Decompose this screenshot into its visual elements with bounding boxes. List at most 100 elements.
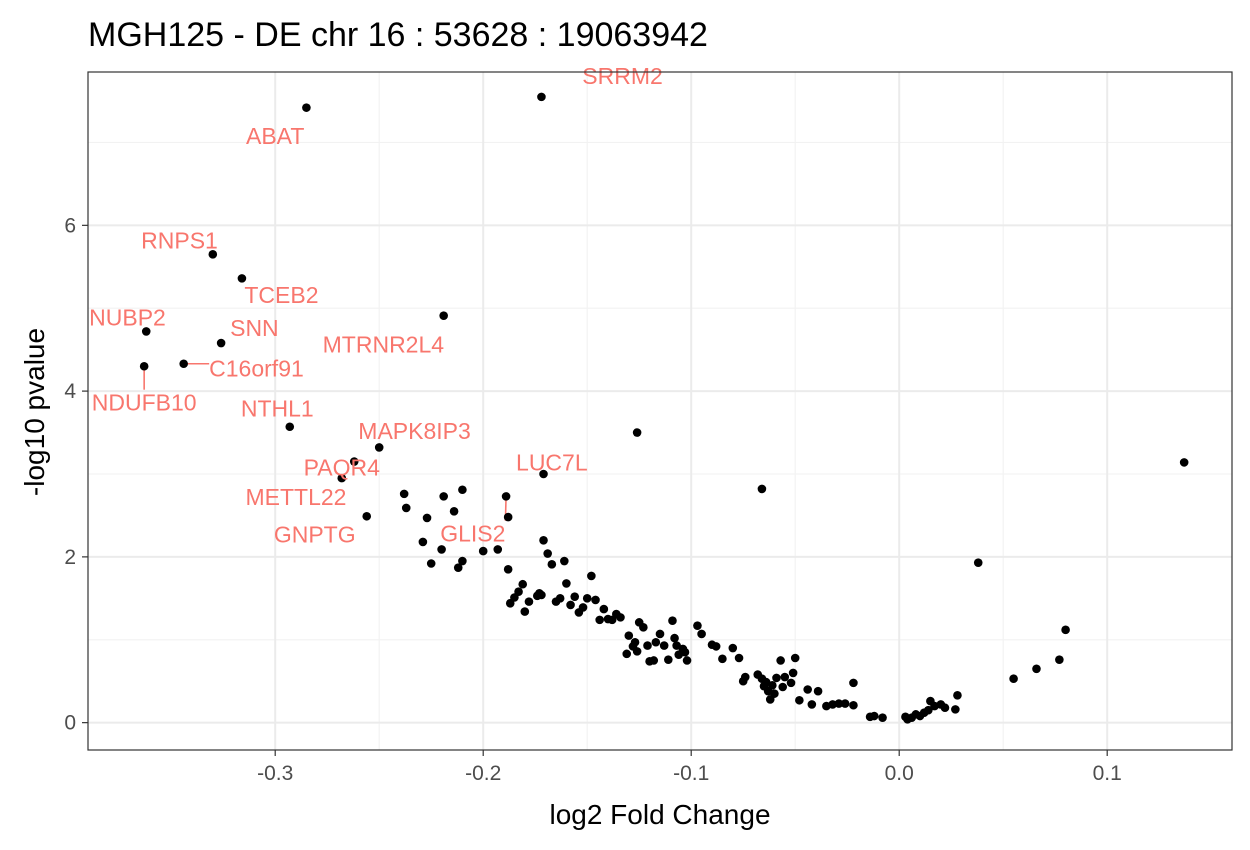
data-point (1061, 625, 1070, 635)
labeled-data-point (439, 311, 448, 320)
data-point (682, 656, 692, 665)
data-point (672, 641, 681, 650)
gene-label: LUC7L (516, 449, 588, 475)
data-point (551, 597, 561, 606)
data-point (539, 536, 548, 545)
data-point (591, 595, 600, 605)
data-point (734, 653, 744, 663)
data-point (772, 673, 781, 683)
data-point (1032, 664, 1041, 674)
data-point (901, 712, 910, 722)
gene-label: NUBP2 (89, 304, 166, 330)
data-point (503, 565, 513, 574)
labeled-data-point (337, 473, 347, 483)
labeled-data-point (349, 457, 359, 466)
y-tick-label: 2 (64, 546, 76, 569)
data-point (418, 537, 428, 547)
labeled-data-point (208, 250, 218, 259)
data-point (651, 637, 661, 647)
data-point (776, 656, 785, 665)
data-point (707, 640, 717, 650)
data-point (759, 681, 769, 691)
data-point (718, 654, 727, 664)
x-tick-label: -0.1 (673, 762, 709, 785)
x-tick-label: -0.3 (257, 762, 293, 785)
data-point (878, 713, 887, 722)
data-point (449, 506, 459, 516)
data-point (757, 484, 767, 494)
data-point (807, 700, 817, 709)
data-point (599, 604, 609, 614)
x-axis-ticks: -0.3 -0.2 -0.1 0.0 0.1 (257, 750, 1122, 785)
data-point (426, 559, 436, 568)
data-point (574, 608, 584, 617)
gene-label: GNPTG (274, 521, 356, 547)
data-point (670, 633, 679, 643)
gene-label: METTL22 (246, 484, 347, 510)
data-point (765, 695, 775, 704)
labeled-data-point (139, 361, 149, 371)
y-axis-title: -log10 pvalue (19, 328, 50, 496)
data-point (399, 489, 409, 499)
data-point (560, 556, 569, 566)
data-point (865, 712, 875, 722)
data-point (664, 655, 673, 664)
data-point (668, 616, 677, 625)
data-point (458, 556, 467, 566)
data-point (624, 631, 634, 640)
gene-label: PAQR4 (304, 454, 380, 480)
data-point (634, 618, 644, 627)
data-point (595, 615, 604, 625)
labeled-data-point (285, 422, 295, 432)
data-point (453, 563, 463, 572)
y-tick-label: 4 (64, 380, 76, 403)
gene-label: RNPS1 (141, 227, 218, 253)
data-point (795, 695, 804, 705)
gene-label: ABAT (246, 123, 304, 149)
data-point (518, 579, 528, 589)
gene-label: MAPK8IP3 (358, 418, 471, 444)
data-point (813, 686, 823, 696)
data-point (693, 621, 702, 630)
data-point (547, 560, 557, 569)
data-point (1179, 458, 1189, 467)
labeled-data-point (179, 359, 188, 369)
labeled-data-point (216, 338, 226, 348)
data-point (697, 629, 706, 639)
labeled-data-point (302, 103, 311, 112)
data-point (1009, 674, 1018, 684)
data-point (926, 696, 935, 706)
data-point (587, 571, 596, 581)
gene-label: GLIS2 (440, 521, 505, 547)
data-point (849, 678, 858, 688)
data-point (780, 672, 790, 682)
data-point (582, 594, 592, 603)
data-point (478, 546, 488, 556)
y-tick-label: 0 (64, 712, 76, 735)
y-tick-label: 6 (64, 214, 76, 237)
gene-label: SRRM2 (582, 63, 663, 89)
gene-label: NDUFB10 (92, 390, 197, 416)
labeled-data-point (537, 92, 546, 102)
panel-border (87, 71, 1233, 751)
data-point (437, 545, 446, 554)
labeled-data-point (501, 492, 511, 501)
data-point (562, 579, 571, 588)
data-point (738, 676, 748, 686)
data-point (849, 700, 858, 710)
labeled-data-point (237, 274, 247, 283)
data-point (520, 607, 530, 616)
data-point (514, 587, 523, 596)
data-point (659, 641, 669, 650)
data-point (543, 549, 552, 558)
data-point (622, 649, 632, 659)
gene-label: C16orf91 (209, 356, 304, 382)
data-point (822, 701, 831, 711)
data-point (788, 668, 798, 678)
data-point (951, 705, 960, 714)
data-point (537, 590, 546, 600)
gene-label: NTHL1 (241, 396, 314, 422)
data-point (790, 653, 800, 663)
data-point (524, 597, 534, 606)
